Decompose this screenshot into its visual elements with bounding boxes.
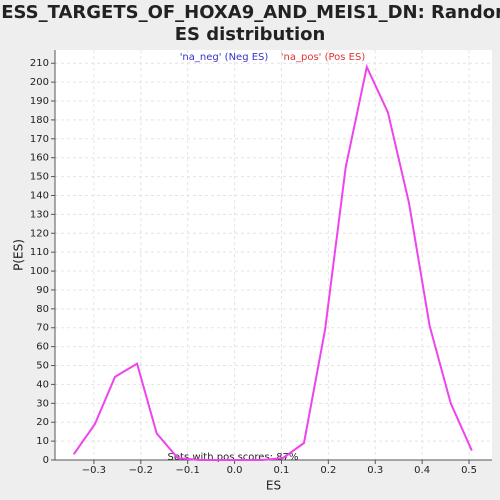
y-tick-label: 150 <box>30 172 49 183</box>
y-tick-label: 130 <box>30 209 49 220</box>
x-tick-label: 0.2 <box>320 465 336 476</box>
y-tick-label: 190 <box>30 96 49 107</box>
x-tick-label: 0.3 <box>367 465 383 476</box>
plot-area <box>55 50 492 460</box>
x-tick-label: 0.5 <box>461 465 477 476</box>
y-tick-label: 120 <box>30 228 49 239</box>
y-tick-label: 60 <box>36 342 49 353</box>
chart-title: HESS_TARGETS_OF_HOXA9_AND_MEIS1_DN: Rand… <box>0 2 500 45</box>
y-tick-label: 200 <box>30 77 49 88</box>
y-tick-label: 160 <box>30 153 49 164</box>
y-tick-label: 140 <box>30 190 49 201</box>
y-axis-label: P(ES) <box>12 239 26 271</box>
y-tick-label: 70 <box>36 323 49 334</box>
line-series <box>72 63 473 461</box>
x-tick-label: 0.1 <box>274 465 290 476</box>
x-tick-label: −0.1 <box>176 465 200 476</box>
y-tick-label: 90 <box>36 285 49 296</box>
y-tick-label: 170 <box>30 134 49 145</box>
annotation: Sets with pos scores: 87% <box>168 452 299 463</box>
x-tick-label: 0.4 <box>414 465 430 476</box>
y-tick-label: 80 <box>36 304 49 315</box>
legend-entry: 'na_neg' (Neg ES) <box>180 52 269 63</box>
y-tick-label: 210 <box>30 58 49 69</box>
y-tick-label: 10 <box>36 436 49 447</box>
y-tick-label: 20 <box>36 417 49 428</box>
x-tick-label: −0.2 <box>129 465 153 476</box>
y-tick-label: 50 <box>36 361 49 372</box>
y-tick-label: 180 <box>30 115 49 126</box>
y-tick-label: 100 <box>30 266 49 277</box>
y-tick-label: 0 <box>43 455 49 466</box>
x-axis-label: ES <box>266 479 281 493</box>
legend-entry: 'na_pos' (Pos ES) <box>281 52 366 63</box>
x-tick-label: −0.3 <box>82 465 106 476</box>
y-tick-label: 30 <box>36 398 49 409</box>
y-tick-label: 110 <box>30 247 49 258</box>
x-tick-label: 0.0 <box>227 465 243 476</box>
y-tick-label: 40 <box>36 379 49 390</box>
